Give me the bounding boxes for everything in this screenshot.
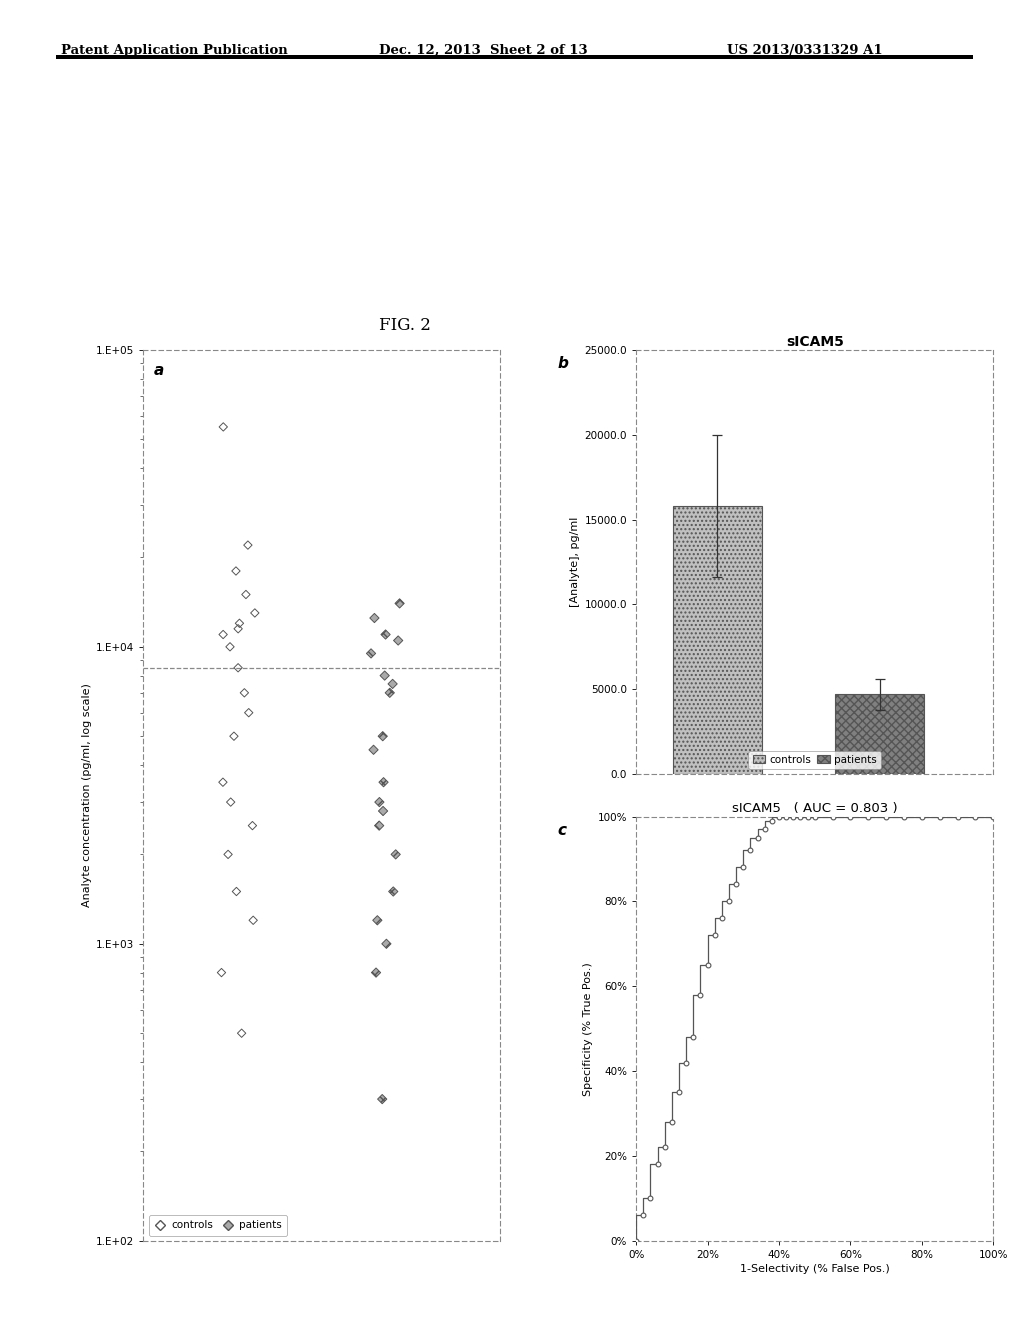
Point: [362, 643, 379, 664]
Point: [390, 630, 407, 651]
Point: [374, 1089, 390, 1110]
Text: Dec. 12, 2013  Sheet 2 of 13: Dec. 12, 2013 Sheet 2 of 13: [379, 44, 588, 57]
Point: [824, 807, 841, 828]
Point: [230, 657, 247, 678]
Point: [382, 682, 398, 704]
Point: [215, 416, 231, 437]
Point: [245, 814, 261, 836]
Point: [968, 807, 984, 828]
Point: [222, 792, 239, 813]
Point: [699, 954, 716, 975]
Point: [245, 909, 261, 931]
Title: sICAM5: sICAM5: [785, 335, 844, 348]
Point: [231, 612, 248, 634]
Point: [368, 962, 384, 983]
Point: [370, 909, 386, 931]
Point: [949, 807, 966, 828]
Point: [391, 593, 408, 614]
Point: [785, 807, 802, 828]
Point: [628, 1230, 644, 1251]
Point: [375, 726, 391, 747]
Point: [685, 1027, 701, 1048]
Point: [742, 840, 759, 861]
Point: [735, 857, 752, 878]
Point: [860, 807, 877, 828]
Point: [385, 880, 401, 902]
Point: [384, 673, 400, 694]
Point: [372, 792, 388, 813]
Text: b: b: [558, 356, 568, 371]
Point: [678, 1052, 694, 1073]
Point: [985, 807, 1001, 828]
Point: [213, 962, 229, 983]
X-axis label: 1-Selectivity (% False Pos.): 1-Selectivity (% False Pos.): [740, 1265, 890, 1274]
Point: [228, 880, 245, 902]
Point: [750, 828, 766, 849]
Point: [377, 665, 393, 686]
Point: [378, 933, 394, 954]
Point: [757, 818, 773, 840]
Point: [375, 800, 391, 821]
Point: [764, 810, 780, 832]
Point: [227, 561, 244, 582]
Title: sICAM5   ( AUC = 0.803 ): sICAM5 ( AUC = 0.803 ): [732, 803, 898, 816]
Point: [656, 1137, 673, 1158]
Point: [237, 682, 253, 704]
Point: [215, 772, 231, 793]
Point: [932, 807, 948, 828]
Point: [371, 814, 387, 836]
Point: [635, 1205, 651, 1226]
Point: [913, 807, 930, 828]
Y-axis label: [Analyte], pg/ml: [Analyte], pg/ml: [570, 516, 581, 607]
Point: [800, 807, 816, 828]
Point: [230, 618, 247, 639]
Bar: [673, 506, 762, 774]
Legend: controls, patients: controls, patients: [749, 751, 881, 768]
Y-axis label: Specificity (% True Pos.): Specificity (% True Pos.): [584, 962, 594, 1096]
Point: [843, 807, 859, 828]
Point: [233, 1023, 250, 1044]
Point: [878, 807, 894, 828]
Point: [378, 624, 394, 645]
Point: [247, 602, 263, 623]
Text: FIG. 2: FIG. 2: [379, 317, 431, 334]
Point: [367, 607, 383, 628]
Point: [649, 1154, 666, 1175]
Point: [692, 985, 709, 1006]
Point: [387, 843, 403, 865]
Point: [225, 726, 242, 747]
Point: [215, 624, 231, 645]
Point: [220, 843, 237, 865]
Point: [376, 772, 392, 793]
Point: [241, 702, 257, 723]
Bar: [835, 694, 925, 774]
Point: [793, 807, 809, 828]
Point: [707, 925, 723, 946]
Point: [721, 891, 737, 912]
Point: [642, 1188, 658, 1209]
Point: [671, 1082, 687, 1104]
Text: Patent Application Publication: Patent Application Publication: [61, 44, 288, 57]
Point: [714, 908, 730, 929]
Point: [240, 535, 256, 556]
Point: [771, 807, 787, 828]
Point: [807, 807, 823, 828]
Point: [728, 874, 744, 895]
Point: [366, 739, 382, 760]
Text: a: a: [154, 363, 164, 378]
Y-axis label: Analyte concentration (pg/ml, log scale): Analyte concentration (pg/ml, log scale): [82, 684, 92, 907]
Point: [896, 807, 912, 828]
Point: [222, 636, 239, 657]
Text: c: c: [558, 822, 566, 838]
Text: US 2013/0331329 A1: US 2013/0331329 A1: [727, 44, 883, 57]
Legend: controls, patients: controls, patients: [148, 1216, 288, 1236]
Point: [238, 583, 254, 605]
Point: [664, 1111, 680, 1133]
Point: [778, 807, 795, 828]
